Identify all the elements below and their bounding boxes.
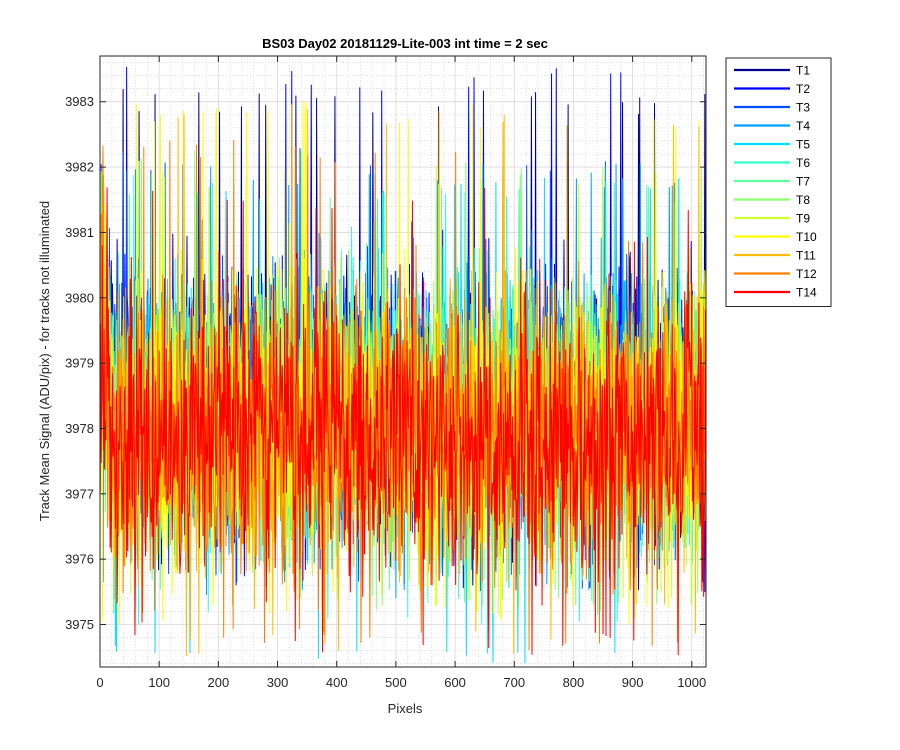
series-group	[100, 66, 706, 664]
legend-item-t11[interactable]: T11	[734, 249, 816, 263]
legend-item-t10[interactable]: T10	[734, 230, 817, 244]
legend-item-t7[interactable]: T7	[734, 175, 810, 189]
plot-area	[100, 66, 706, 664]
x-tick-label: 300	[267, 675, 289, 690]
legend-label: T12	[796, 267, 817, 281]
chart-title: BS03 Day02 20181129-Lite-003 int time = …	[262, 36, 548, 51]
legend-label: T14	[796, 286, 817, 300]
legend-label: T5	[796, 138, 810, 152]
y-tick-label: 3975	[65, 617, 94, 632]
y-tick-label: 3977	[65, 486, 94, 501]
y-tick-label: 3983	[65, 94, 94, 109]
x-tick-label: 1000	[677, 675, 706, 690]
legend-label: T1	[796, 64, 810, 78]
legend-item-t12[interactable]: T12	[734, 267, 817, 281]
legend-item-t5[interactable]: T5	[734, 138, 810, 152]
y-tick-label: 3982	[65, 160, 94, 175]
legend-label: T9	[796, 212, 810, 226]
legend-item-t2[interactable]: T2	[734, 82, 810, 96]
x-tick-label: 800	[563, 675, 585, 690]
y-tick-label: 3979	[65, 356, 94, 371]
legend-item-t6[interactable]: T6	[734, 156, 810, 170]
x-tick-label: 0	[96, 675, 103, 690]
y-tick-label: 3980	[65, 290, 94, 305]
legend-label: T6	[796, 156, 810, 170]
x-tick-label: 700	[503, 675, 525, 690]
axes: 0 100 200 300 400 500 600 700 800 900 1000 3975 3976…	[65, 55, 707, 690]
legend-label: T10	[796, 230, 817, 244]
legend-item-t14[interactable]: T14	[734, 286, 817, 300]
x-tick-label: 900	[622, 675, 644, 690]
x-tick-label: 400	[326, 675, 348, 690]
axes-box	[99, 55, 707, 668]
x-tick-label: 200	[208, 675, 230, 690]
legend-item-t4[interactable]: T4	[734, 119, 810, 133]
series-line-t14	[100, 187, 706, 656]
x-tick-label: 100	[148, 675, 170, 690]
y-tick-label: 3976	[65, 552, 94, 567]
legend-label: T7	[796, 175, 810, 189]
legend-item-t9[interactable]: T9	[734, 212, 810, 226]
legend-item-t3[interactable]: T3	[734, 101, 810, 115]
y-tick-label: 3981	[65, 225, 94, 240]
legend-label: T11	[796, 249, 816, 263]
legend-item-t1[interactable]: T1	[734, 64, 810, 78]
x-axis-label: Pixels	[388, 701, 423, 716]
legend[interactable]: T1 T2 T3 T4 T5 T6 T7 T8 T9 T10 T11 T12 T14	[725, 57, 832, 307]
legend-label: T3	[796, 101, 810, 115]
legend-label: T4	[796, 119, 810, 133]
legend-item-t8[interactable]: T8	[734, 193, 810, 207]
legend-box	[725, 57, 832, 307]
legend-label: T2	[796, 82, 810, 96]
x-tick-label: 500	[385, 675, 407, 690]
y-axis-label: Track Mean Signal (ADU/pix) - for tracks…	[37, 201, 52, 521]
x-tick-label: 600	[444, 675, 466, 690]
y-tick-label: 3978	[65, 421, 94, 436]
legend-label: T8	[796, 193, 810, 207]
